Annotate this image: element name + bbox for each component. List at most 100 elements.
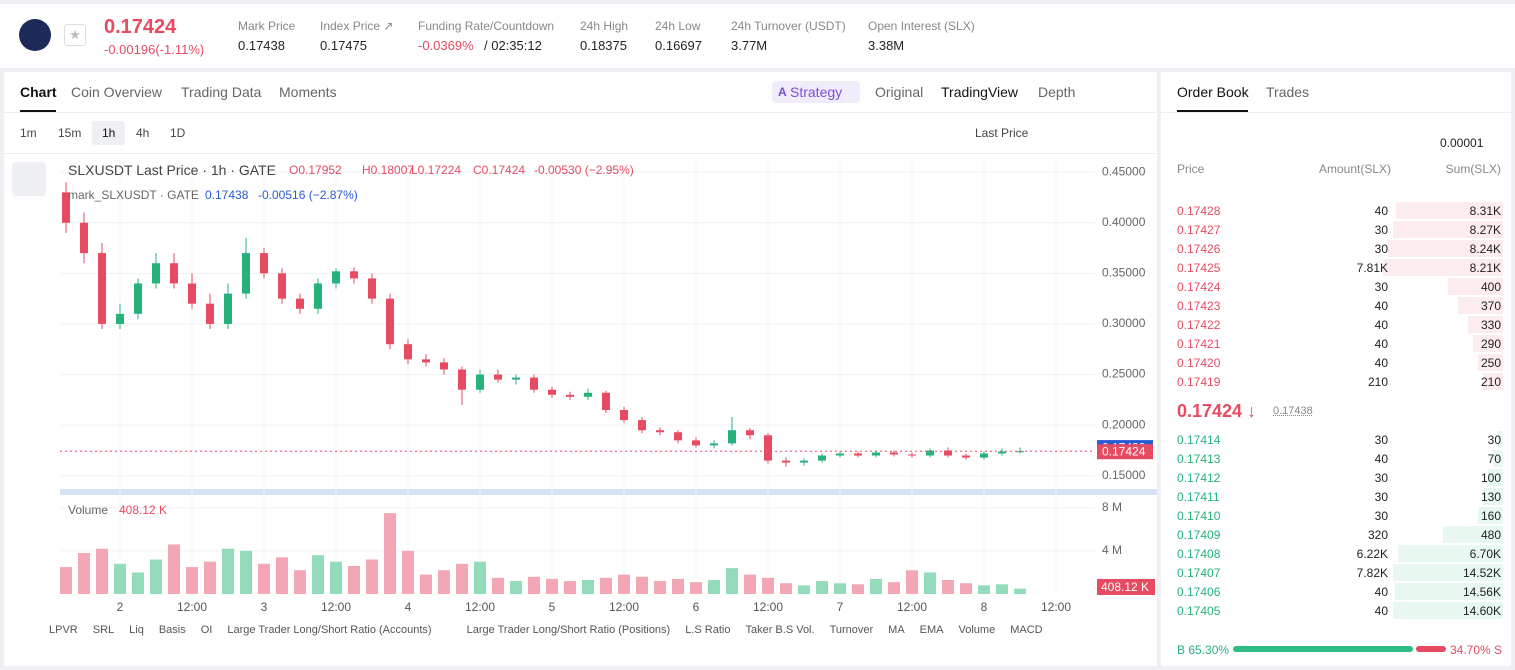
indicator[interactable]: Basis <box>158 624 186 636</box>
chart-mode[interactable]: Depth <box>1038 84 1076 100</box>
chart-mode[interactable]: Strategy <box>790 84 843 100</box>
tab[interactable]: Chart <box>20 84 57 100</box>
ob-price[interactable]: 0.17413 <box>1177 452 1221 466</box>
candle-body <box>116 313 124 324</box>
ob-price[interactable]: 0.17410 <box>1177 509 1221 523</box>
indicator[interactable]: EMA <box>919 624 944 636</box>
volume-bar <box>114 563 126 594</box>
interval[interactable]: 15m <box>58 126 82 140</box>
crosshair-tool[interactable] <box>12 162 46 196</box>
volume-bar <box>222 548 234 594</box>
stat-value: -0.0369% <box>418 38 474 53</box>
ob-price[interactable]: 0.17409 <box>1177 528 1221 542</box>
indicator[interactable]: SRL <box>92 624 115 636</box>
ob-sum: 330 <box>1480 318 1501 332</box>
legend-mark: mark_SLXUSDT · GATE <box>68 188 199 202</box>
volume-bar <box>834 583 846 594</box>
ob-tab[interactable]: Trades <box>1266 84 1310 100</box>
ob-amount: 30 <box>1374 490 1388 504</box>
depth-bar <box>1483 373 1503 390</box>
ob-price[interactable]: 0.17422 <box>1177 318 1221 332</box>
candle-body <box>872 452 880 456</box>
ob-price[interactable]: 0.17421 <box>1177 337 1221 351</box>
chart-panel <box>4 72 1157 666</box>
candle-body <box>620 409 628 421</box>
candle-body <box>152 263 160 284</box>
candle-body <box>764 435 772 461</box>
chart-mode[interactable]: TradingView <box>941 84 1019 100</box>
indicator[interactable]: OI <box>200 624 213 636</box>
ob-tab[interactable]: Order Book <box>1177 84 1249 100</box>
volume-bar <box>420 574 432 594</box>
interval[interactable]: 1h <box>102 126 116 140</box>
interval[interactable]: 1m <box>20 126 37 140</box>
indicator[interactable]: Turnover <box>829 624 874 636</box>
candle-body <box>962 455 970 458</box>
ob-price[interactable]: 0.17406 <box>1177 585 1221 599</box>
strategy-icon: A <box>778 85 787 99</box>
favorite[interactable]: ★ <box>64 24 86 46</box>
ob-price[interactable]: 0.17405 <box>1177 604 1221 618</box>
top-bar <box>0 4 1515 68</box>
ob-price[interactable]: 0.17425 <box>1177 261 1221 275</box>
ob-price[interactable]: 0.17407 <box>1177 566 1221 580</box>
last-price-label: 0.17424 <box>1102 444 1146 458</box>
ob-price[interactable]: 0.17412 <box>1177 471 1221 485</box>
depth-bar <box>1493 450 1503 467</box>
volume-bar <box>294 570 306 594</box>
indicator[interactable]: LPVR <box>49 624 78 636</box>
ob-price[interactable]: 0.17427 <box>1177 223 1221 237</box>
indicator[interactable]: Large Trader Long/Short Ratio (Accounts) <box>227 624 432 636</box>
indicator[interactable]: MACD <box>1010 624 1043 636</box>
indicator[interactable]: Large Trader Long/Short Ratio (Positions… <box>466 624 671 636</box>
ob-price[interactable]: 0.17428 <box>1177 204 1221 218</box>
ob-sum: 8.27K <box>1469 223 1501 237</box>
interval[interactable]: 4h <box>136 126 150 140</box>
y-tick-label: 0.40000 <box>1102 215 1146 229</box>
interval[interactable]: 1D <box>170 126 186 140</box>
ob-sum: 8.31K <box>1469 204 1501 218</box>
price-type[interactable]: Last Price <box>975 126 1029 140</box>
tab[interactable]: Trading Data <box>181 84 262 100</box>
tab[interactable]: Coin Overview <box>71 84 163 100</box>
depth-bar <box>1473 335 1503 352</box>
candle-body <box>728 430 736 444</box>
ob-price[interactable]: 0.17411 <box>1177 490 1220 504</box>
tab[interactable]: Moments <box>279 84 337 100</box>
depth-bar <box>1478 507 1503 524</box>
volume-bar <box>546 578 558 594</box>
x-tick-label: 12:00 <box>609 600 639 614</box>
indicator[interactable]: MA <box>888 624 905 636</box>
ob-price[interactable]: 0.17420 <box>1177 356 1221 370</box>
depth-bar <box>1395 583 1503 600</box>
precision[interactable]: 0.00001 <box>1440 136 1484 150</box>
ob-sum: 100 <box>1480 471 1501 485</box>
ob-price[interactable]: 0.17419 <box>1177 375 1221 389</box>
ob-price[interactable]: 0.17424 <box>1177 280 1221 294</box>
ob-price[interactable]: 0.17414 <box>1177 433 1221 447</box>
x-tick-label: 6 <box>693 600 700 614</box>
depth-bar <box>1393 221 1503 238</box>
y-tick-label: 0.35000 <box>1102 266 1146 280</box>
volume-bar <box>762 577 774 594</box>
ob-price[interactable]: 0.17426 <box>1177 242 1221 256</box>
volume-bar <box>618 574 630 594</box>
depth-bar <box>1393 564 1503 581</box>
ob-price[interactable]: 0.17423 <box>1177 299 1221 313</box>
chart-mode[interactable]: Original <box>875 84 924 100</box>
indicator[interactable]: Volume <box>958 624 996 636</box>
indicator[interactable]: Liq <box>129 624 144 636</box>
candle-body <box>800 460 808 463</box>
candle-body <box>98 253 106 324</box>
col-amount: Amount(SLX) <box>1318 162 1391 176</box>
ob-price[interactable]: 0.17408 <box>1177 547 1221 561</box>
ob-sum: 130 <box>1480 490 1501 504</box>
depth-bar <box>1383 259 1503 276</box>
volume-bar <box>204 561 216 594</box>
ob-sum: 14.56K <box>1462 585 1501 599</box>
x-tick-label: 3 <box>261 600 268 614</box>
stat-label: Index Price ↗ <box>320 19 394 33</box>
indicator[interactable]: L.S Ratio <box>685 624 731 636</box>
indicator[interactable]: Taker B.S Vol. <box>745 624 815 636</box>
stat-extra: / 02:35:12 <box>484 38 542 53</box>
